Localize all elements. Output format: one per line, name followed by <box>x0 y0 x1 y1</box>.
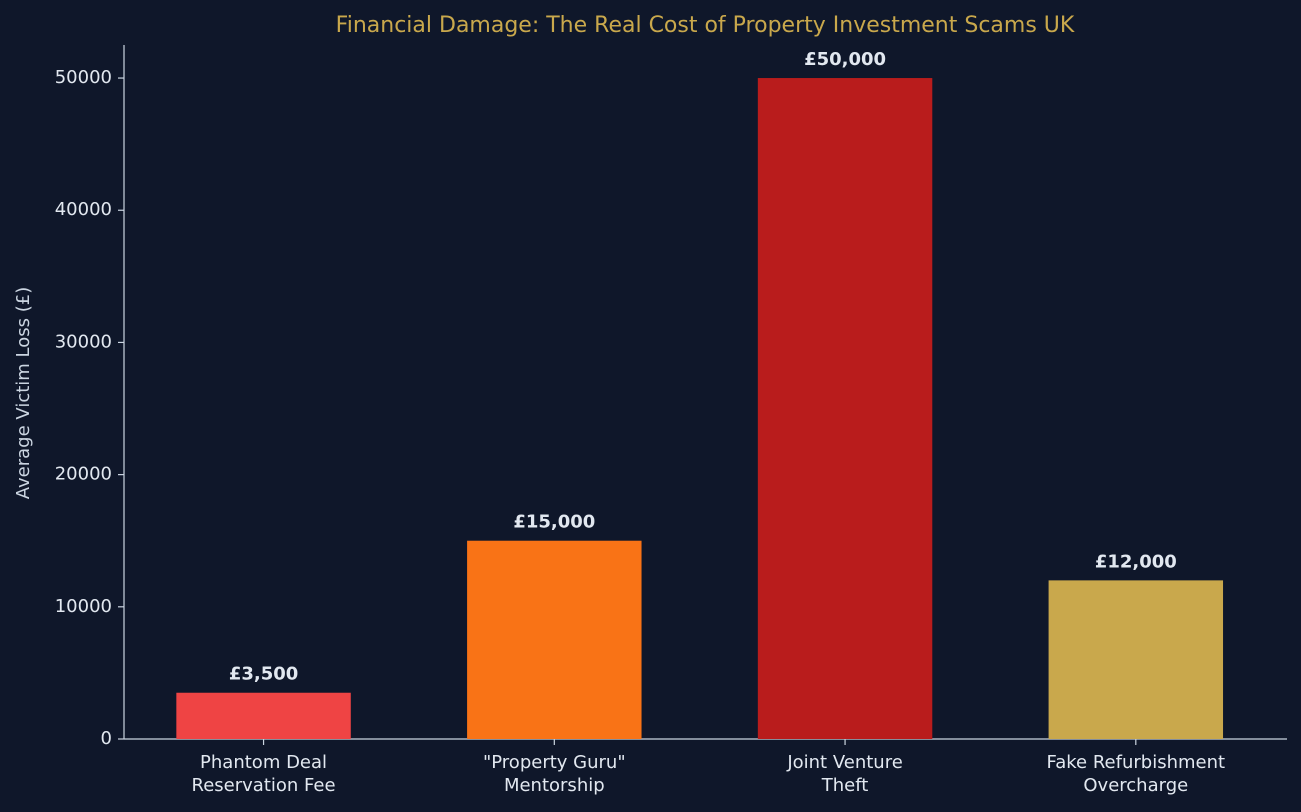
chart-title: Financial Damage: The Real Cost of Prope… <box>336 13 1075 38</box>
x-tick-label: Fake Refurbishment Overcharge <box>1047 752 1226 796</box>
y-tick-label: 10000 <box>55 596 112 617</box>
bar <box>757 78 933 740</box>
y-tick-label: 40000 <box>55 199 112 220</box>
x-tick-label: "Property Guru" Mentorship <box>483 752 626 796</box>
value-label: £12,000 <box>1095 551 1177 572</box>
y-axis-label: Average Victim Loss (£) <box>13 287 34 499</box>
value-label: £15,000 <box>513 512 595 533</box>
bar <box>467 540 642 739</box>
value-label: £50,000 <box>804 49 886 70</box>
y-tick-label: 50000 <box>55 67 112 88</box>
bar <box>176 692 351 739</box>
y-tick-label: 30000 <box>55 331 112 352</box>
y-tick-label: 20000 <box>55 464 112 485</box>
bar <box>1048 580 1224 739</box>
x-tick-label: Phantom Deal Reservation Fee <box>192 752 336 796</box>
x-tick-label: Joint Venture Theft <box>786 752 902 796</box>
value-label: £3,500 <box>229 664 298 685</box>
y-tick-label: 0 <box>101 728 112 749</box>
